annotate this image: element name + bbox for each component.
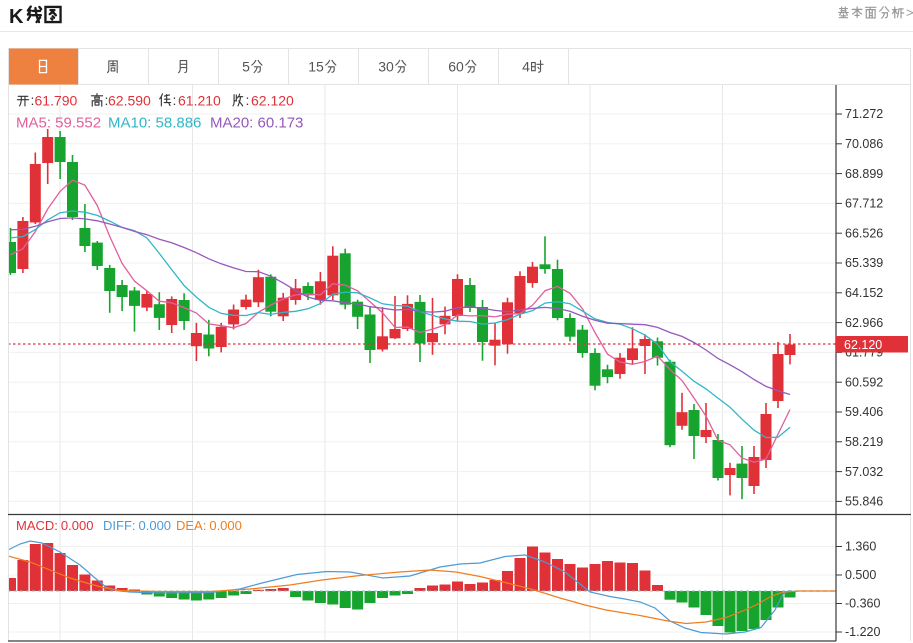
svg-text:64.152: 64.152 (845, 286, 883, 300)
svg-text:61.790: 61.790 (35, 93, 78, 109)
svg-text:55.846: 55.846 (845, 495, 883, 509)
svg-text:0.500: 0.500 (845, 568, 876, 582)
svg-text:62.590: 62.590 (108, 93, 151, 109)
svg-text:67.712: 67.712 (845, 197, 883, 211)
svg-text:15: 15 (308, 59, 324, 75)
svg-text:-1.220: -1.220 (845, 625, 880, 639)
svg-text:65.339: 65.339 (845, 256, 883, 270)
svg-text:MA5: 59.552: MA5: 59.552 (16, 115, 101, 132)
svg-text:60.592: 60.592 (845, 375, 883, 389)
svg-text:K: K (9, 6, 24, 28)
svg-text:MA20: 60.173: MA20: 60.173 (210, 115, 303, 132)
svg-text::: : (105, 92, 109, 108)
svg-text:57.032: 57.032 (845, 465, 883, 479)
svg-text:-0.360: -0.360 (845, 597, 880, 611)
svg-text:DEA:0.000: DEA: 0.000 (176, 518, 242, 533)
svg-text:66.526: 66.526 (845, 226, 883, 240)
svg-text:MACD:0.000: MACD: 0.000 (16, 518, 93, 533)
svg-text:62.120: 62.120 (844, 338, 882, 352)
svg-text:62.966: 62.966 (845, 316, 883, 330)
svg-text:58.219: 58.219 (845, 435, 883, 449)
svg-text:MA10: 58.886: MA10: 58.886 (108, 115, 201, 132)
svg-text::: : (246, 92, 250, 108)
svg-text::: : (31, 92, 35, 108)
svg-text:1.360: 1.360 (845, 540, 876, 554)
svg-text::: : (173, 92, 177, 108)
svg-text:61.210: 61.210 (178, 93, 221, 109)
svg-text:62.120: 62.120 (251, 93, 294, 109)
svg-text:60: 60 (448, 59, 464, 75)
svg-text:59.406: 59.406 (845, 405, 883, 419)
svg-text:>: > (906, 5, 913, 20)
svg-text:70.086: 70.086 (845, 137, 883, 151)
svg-text:68.899: 68.899 (845, 167, 883, 181)
svg-text:30: 30 (378, 59, 394, 75)
svg-text:4: 4 (522, 59, 530, 75)
svg-text:71.272: 71.272 (845, 107, 883, 121)
svg-text:5: 5 (242, 59, 250, 75)
